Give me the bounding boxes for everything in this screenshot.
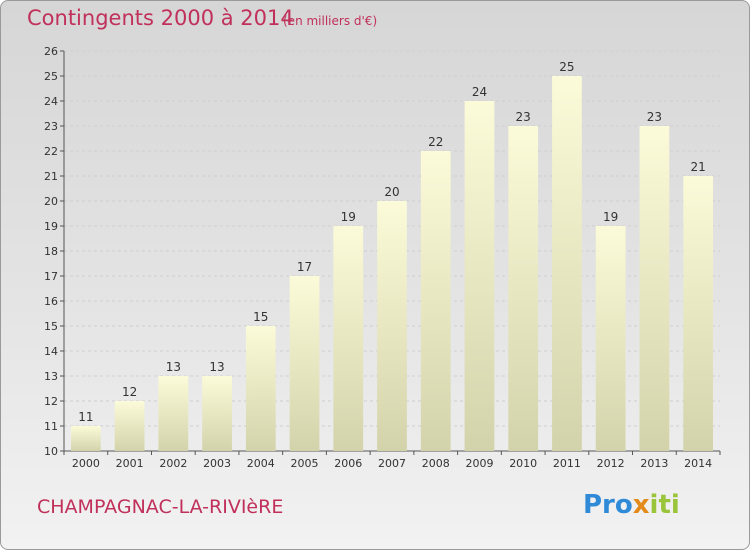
proxiti-logo[interactable]: Proxiti	[583, 490, 680, 520]
y-tick-label: 14	[44, 345, 58, 358]
bar-2006[interactable]	[333, 226, 364, 451]
data-label-2001: 12	[122, 385, 137, 399]
data-label-2004: 15	[253, 310, 268, 324]
y-tick-label: 20	[44, 195, 58, 208]
x-tick-label: 2004	[247, 457, 275, 470]
bar-2005[interactable]	[289, 276, 320, 451]
logo-part-1: Pro	[583, 490, 633, 520]
data-label-2006: 19	[341, 210, 356, 224]
data-label-2002: 13	[166, 360, 181, 374]
y-tick-label: 16	[44, 295, 58, 308]
y-tick-label: 17	[44, 270, 58, 283]
x-tick-label: 2002	[159, 457, 187, 470]
x-tick-label: 2005	[291, 457, 319, 470]
bar-2013[interactable]	[639, 126, 670, 451]
y-tick-label: 25	[44, 70, 58, 83]
data-label-2007: 20	[384, 185, 399, 199]
x-tick-label: 2001	[116, 457, 144, 470]
data-label-2010: 23	[516, 110, 531, 124]
y-tick-label: 13	[44, 370, 58, 383]
data-label-2014: 21	[690, 160, 705, 174]
data-label-2011: 25	[559, 60, 574, 74]
x-tick-label: 2000	[72, 457, 100, 470]
x-tick-label: 2006	[334, 457, 362, 470]
y-tick-label: 23	[44, 120, 58, 133]
y-tick-label: 11	[44, 420, 58, 433]
x-tick-label: 2010	[509, 457, 537, 470]
y-tick-label: 26	[44, 45, 58, 58]
chart-subtitle: (en milliers d'€)	[283, 14, 378, 28]
x-tick-label: 2014	[684, 457, 712, 470]
y-tick-label: 19	[44, 220, 58, 233]
bar-2010[interactable]	[508, 126, 539, 451]
bar-2014[interactable]	[683, 176, 714, 451]
x-tick-label: 2009	[465, 457, 493, 470]
data-label-2012: 19	[603, 210, 618, 224]
y-tick-label: 10	[44, 445, 58, 458]
logo-part-2: x	[632, 490, 650, 520]
data-label-2008: 22	[428, 135, 443, 149]
x-tick-label: 2007	[378, 457, 406, 470]
y-tick-label: 22	[44, 145, 58, 158]
logo-part-3: iti	[649, 490, 680, 520]
axes: 10 11 12 13 14 15 16 17 18 19 20 21 22 23 24 25 26 2000 20…	[44, 45, 721, 470]
y-tick-label: 24	[44, 95, 58, 108]
chart-title: Contingents 2000 à 2014	[27, 6, 294, 30]
bar-2003[interactable]	[202, 376, 232, 451]
data-label-2009: 24	[472, 85, 487, 99]
x-tick-label: 2012	[597, 457, 625, 470]
bar-2009[interactable]	[464, 101, 495, 451]
bar-2011[interactable]	[552, 76, 582, 451]
bar-2001[interactable]	[114, 401, 145, 451]
y-tick-label: 21	[44, 170, 58, 183]
commune-name: CHAMPAGNAC-LA-RIVIèRE	[37, 496, 284, 518]
bar-2004[interactable]	[245, 326, 276, 451]
x-tick-label: 2011	[553, 457, 581, 470]
data-label-2003: 13	[209, 360, 224, 374]
y-tick-label: 15	[44, 320, 58, 333]
data-label-2000: 11	[78, 410, 93, 424]
bar-2002[interactable]	[158, 376, 189, 451]
y-tick-label: 12	[44, 395, 58, 408]
x-tick-label: 2003	[203, 457, 231, 470]
data-label-2005: 17	[297, 260, 312, 274]
y-tick-label: 18	[44, 245, 58, 258]
x-tick-label: 2013	[640, 457, 668, 470]
bar-2007[interactable]	[377, 201, 407, 451]
data-label-2013: 23	[647, 110, 662, 124]
bar-2012[interactable]	[595, 226, 626, 451]
bar-2008[interactable]	[420, 151, 451, 451]
bar-2000[interactable]	[70, 426, 101, 451]
data-labels: 11 12 13 13 15 17 19 20 22 24 23 25 19 23 21	[78, 60, 706, 424]
x-tick-label: 2008	[422, 457, 450, 470]
bars	[70, 76, 714, 451]
